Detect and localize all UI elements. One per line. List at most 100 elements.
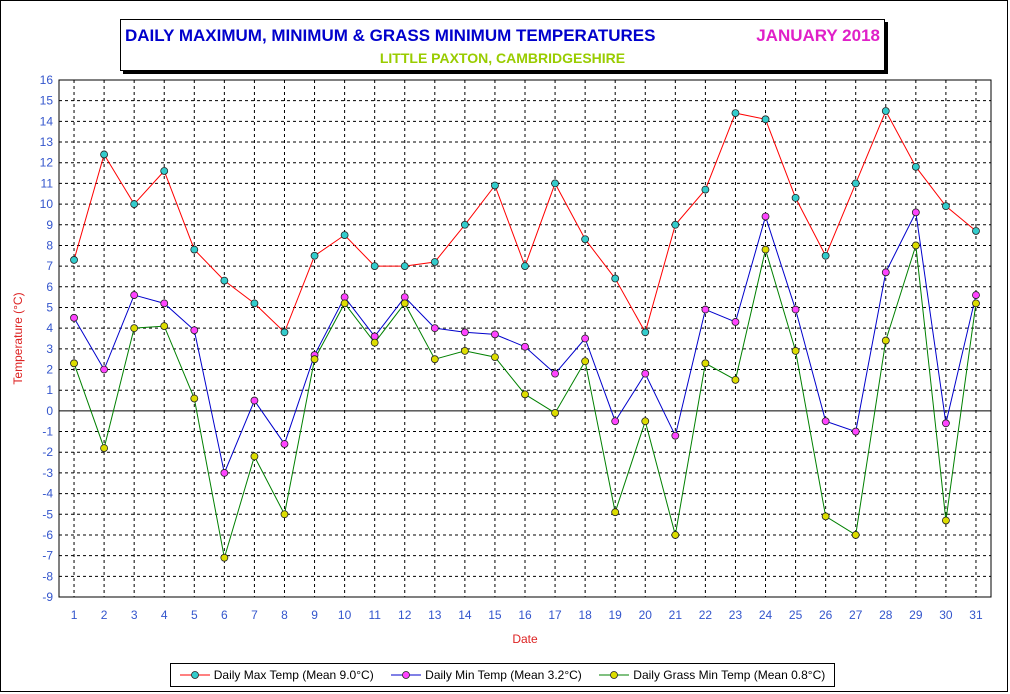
y-tick-label: 1 — [46, 383, 53, 397]
data-point-s3 — [821, 512, 830, 521]
x-tick-label: 25 — [789, 608, 803, 622]
y-tick-label: -7 — [42, 549, 53, 563]
data-point-s1 — [250, 299, 259, 308]
data-point-s3 — [761, 245, 770, 254]
x-tick-label: 26 — [819, 608, 833, 622]
data-point-s1 — [611, 274, 620, 283]
data-point-s1 — [581, 235, 590, 244]
data-point-s1 — [160, 167, 169, 175]
data-point-s2 — [671, 431, 680, 440]
data-point-s1 — [310, 251, 319, 260]
y-tick-label: 12 — [40, 156, 54, 170]
data-point-s2 — [581, 334, 590, 343]
data-point-s2 — [791, 305, 800, 314]
y-tick-label: -3 — [42, 466, 53, 480]
y-tick-label: 5 — [46, 300, 53, 314]
data-point-s3 — [491, 353, 499, 362]
data-point-s1 — [70, 256, 78, 264]
data-point-s1 — [100, 150, 108, 159]
data-point-s1 — [521, 262, 529, 271]
data-point-s2 — [881, 268, 890, 277]
x-tick-label: 17 — [548, 608, 562, 622]
data-point-s3 — [190, 394, 199, 403]
chart-subtitle: LITTLE PAXTON, CAMBRIDGESHIRE — [379, 50, 626, 66]
y-tick-label: -2 — [42, 445, 53, 459]
data-point-s2 — [731, 318, 740, 326]
data-point-s3 — [130, 324, 139, 333]
y-tick-label: 14 — [40, 114, 54, 128]
data-point-s1 — [340, 231, 349, 240]
data-point-s3 — [70, 359, 78, 368]
y-tick-label: 6 — [46, 280, 53, 294]
data-point-s2 — [220, 469, 229, 477]
data-point-s3 — [220, 553, 229, 562]
y-tick-label: -1 — [42, 425, 53, 439]
chart-svg: -9-8-7-6-5-4-3-2-10123456789101112131415… — [11, 73, 992, 646]
y-tick-label: 9 — [46, 218, 53, 232]
data-point-s3 — [460, 347, 469, 355]
data-point-s2 — [821, 417, 830, 426]
data-point-s3 — [942, 516, 950, 525]
data-point-s1 — [911, 162, 920, 171]
x-tick-label: 5 — [191, 608, 198, 622]
data-point-s3 — [100, 444, 108, 453]
data-point-s3 — [911, 241, 920, 250]
data-point-s3 — [340, 299, 349, 308]
data-point-s1 — [731, 109, 740, 117]
data-point-s1 — [701, 185, 710, 194]
x-tick-label: 7 — [251, 608, 258, 622]
data-point-s1 — [551, 179, 559, 188]
x-tick-label: 6 — [221, 608, 228, 622]
data-point-s1 — [280, 328, 289, 337]
x-tick-label: 4 — [161, 608, 168, 622]
y-tick-label: 13 — [40, 135, 54, 149]
data-point-s2 — [701, 305, 710, 314]
legend-label: Daily Grass Min Temp (Mean 0.8°C) — [633, 668, 826, 682]
x-tick-label: 23 — [729, 608, 743, 622]
data-point-s1 — [370, 262, 379, 271]
data-point-s2 — [100, 365, 108, 374]
data-point-s2 — [911, 208, 920, 217]
data-point-s1 — [972, 227, 980, 235]
data-point-s3 — [430, 355, 439, 364]
legend-swatch — [179, 671, 210, 679]
data-point-s1 — [460, 220, 469, 229]
data-point-s2 — [160, 299, 169, 308]
data-point-s2 — [611, 417, 620, 426]
data-point-s3 — [280, 510, 289, 519]
legend-item-2: Daily Min Temp (Mean 3.2°C) — [391, 668, 582, 682]
x-tick-label: 20 — [639, 608, 653, 622]
x-tick-label: 29 — [909, 608, 923, 622]
data-point-s2 — [851, 427, 860, 436]
title-box: DAILY MAXIMUM, MINIMUM & GRASS MINIMUM T… — [120, 19, 885, 71]
y-tick-label: -6 — [42, 528, 53, 542]
data-point-s2 — [491, 330, 499, 339]
data-point-s3 — [611, 508, 620, 517]
data-point-s2 — [280, 440, 289, 448]
data-point-s3 — [671, 531, 680, 539]
data-point-s1 — [190, 245, 199, 254]
y-tick-label: 16 — [40, 73, 54, 87]
data-point-s3 — [791, 347, 800, 355]
data-point-s1 — [430, 258, 439, 266]
data-point-s2 — [521, 342, 529, 351]
y-tick-label: -4 — [42, 487, 53, 501]
x-tick-label: 21 — [669, 608, 683, 622]
chart-title: DAILY MAXIMUM, MINIMUM & GRASS MINIMUM T… — [125, 26, 656, 45]
x-tick-label: 19 — [609, 608, 623, 622]
x-tick-label: 9 — [311, 608, 318, 622]
x-tick-label: 16 — [518, 608, 532, 622]
data-point-s1 — [400, 262, 409, 271]
data-point-s1 — [491, 181, 499, 190]
legend-item-1: Daily Max Temp (Mean 9.0°C) — [179, 668, 374, 682]
x-tick-label: 18 — [578, 608, 592, 622]
data-point-s3 — [701, 359, 710, 368]
x-tick-label: 3 — [131, 608, 138, 622]
y-tick-label: 8 — [46, 238, 53, 252]
chart-legend: Daily Max Temp (Mean 9.0°C) Daily Min Tem… — [170, 663, 835, 687]
x-tick-label: 31 — [969, 608, 983, 622]
data-point-s3 — [851, 531, 860, 539]
data-point-s2 — [190, 326, 199, 335]
data-point-s3 — [521, 390, 529, 399]
